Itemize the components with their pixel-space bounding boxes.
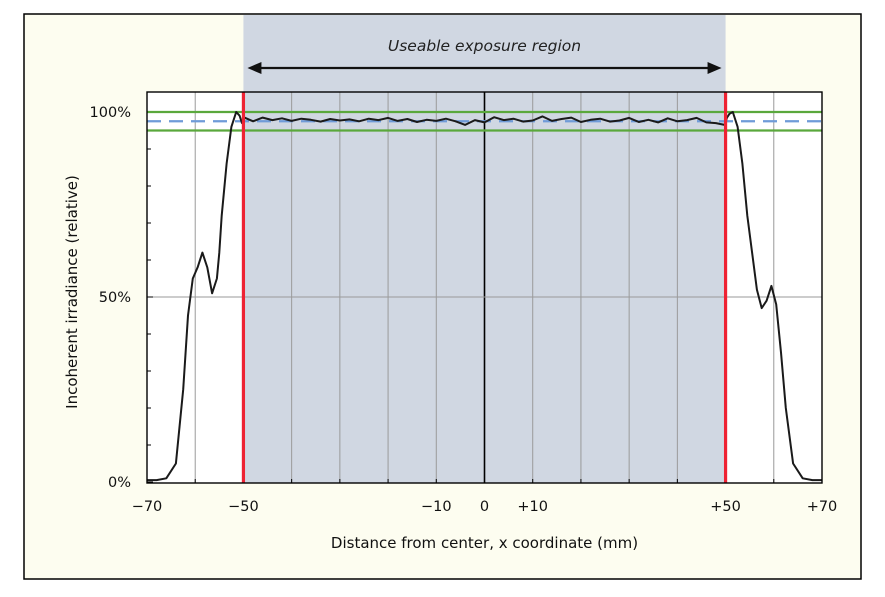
y-axis-label: Incoherent irradiance (relative) [63,175,81,409]
plot-frame [146,91,823,484]
y-tick-label: 50% [99,290,131,306]
region-arrow-head-right [707,62,722,74]
y-tick-label: 0% [108,475,131,491]
region-label: Useable exposure region [388,37,581,55]
x-tick-label: −70 [132,499,163,515]
x-tick-label: −50 [228,499,259,515]
x-axis-label: Distance from center, x coordinate (mm) [331,534,638,552]
x-tick-label: −10 [421,499,452,515]
irradiance-curve [147,111,822,482]
x-tick-label: 0 [480,499,489,515]
x-tick-label: +10 [517,499,548,515]
region-arrow-head-left [247,62,262,74]
y-tick-label: 100% [90,105,131,121]
x-tick-label: +70 [807,499,838,515]
x-tick-label: +50 [710,499,741,515]
